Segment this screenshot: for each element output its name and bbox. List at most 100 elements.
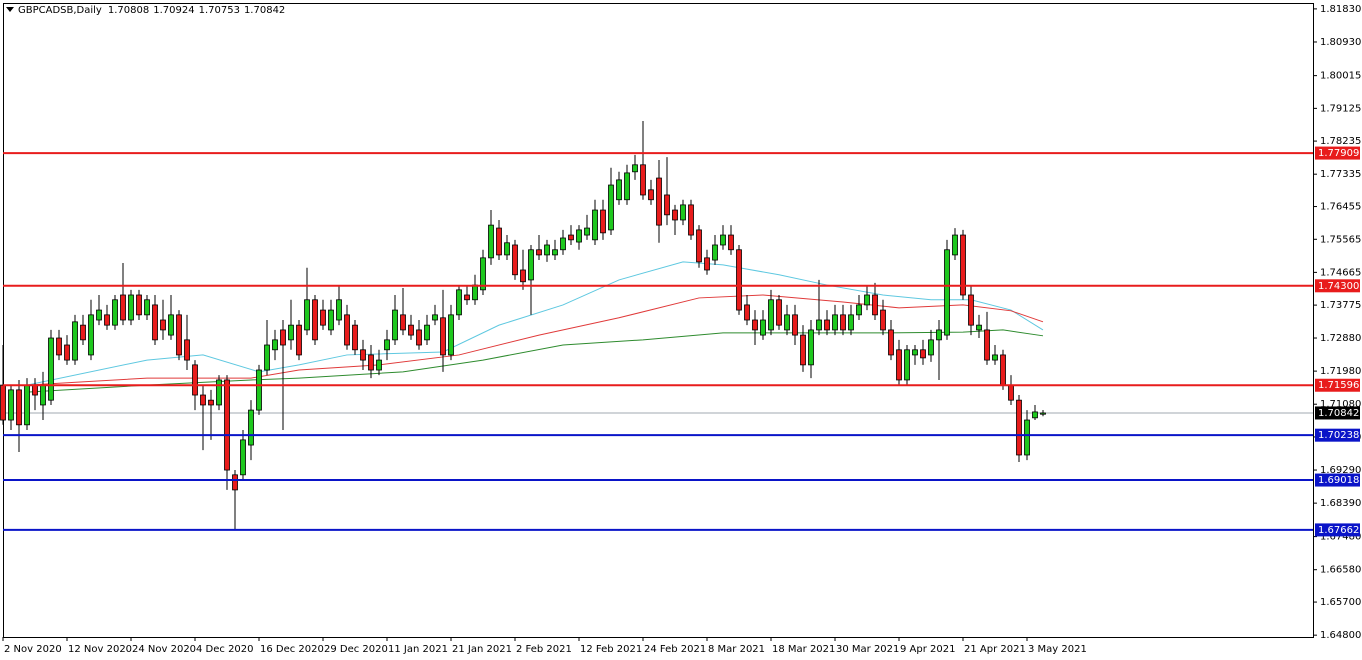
candle-body [392,309,398,341]
candle-body [632,164,638,173]
candle-body [152,304,158,341]
candle-body [136,294,142,316]
x-tick-label: 21 Jan 2021 [452,644,512,655]
candle-body [848,314,854,331]
candle-body [720,234,726,246]
candle-body [240,439,246,476]
y-tick-label: 1.71080 [1320,399,1361,410]
x-tick-label: 3 May 2021 [1028,644,1087,655]
candle-body [24,384,30,426]
candle-body [248,409,254,446]
x-tick-label: 11 Jan 2021 [388,644,448,655]
candle-body [344,314,350,346]
candle-body [208,399,214,406]
candle-body [696,229,702,263]
candle-body [744,304,750,321]
candle-body [760,319,766,336]
candle-body [768,299,774,331]
candle-body [232,474,238,491]
candle-body [984,329,990,361]
candle-body [72,321,78,361]
candle-body [928,339,934,356]
candle-body [904,349,910,381]
x-tick-label: 4 Dec 2020 [196,644,254,655]
candle-body [256,369,262,411]
candle-body [832,314,838,331]
candle-body [800,334,806,366]
candle-body [576,229,582,243]
candle-body [736,249,742,311]
candle-body [176,314,182,356]
candle-body [952,234,958,256]
last-price-label: 1.70842 [1318,408,1359,419]
menu-arrow [6,7,14,12]
candle-body [584,227,590,236]
candle-body [360,349,366,361]
candle-body [672,209,678,221]
candle-body [56,337,62,356]
candle-body [704,257,710,271]
candle-body [1016,399,1022,456]
level-label-bg [1315,523,1360,537]
y-tick-label: 1.80930 [1320,37,1361,48]
level-label: 1.71596 [1318,380,1359,391]
y-tick-label: 1.80015 [1320,71,1361,82]
x-tick-label: 8 Mar 2021 [708,644,765,655]
candle-body [880,309,886,331]
x-tick-label: 12 Feb 2021 [580,644,642,655]
candle-body [1040,412,1046,415]
candle-body [440,317,446,356]
candle-body [944,249,950,336]
candle-body [200,394,206,406]
plot-frame [3,3,1314,638]
x-tick-label: 24 Feb 2021 [644,644,706,655]
y-tick-label: 1.79125 [1320,103,1361,114]
last-price-label-bg [1315,406,1360,420]
candle-body [168,314,174,336]
moving-average [26,294,1044,386]
candle-body [1032,411,1038,419]
candle-body [896,349,902,381]
candle-body [960,234,966,296]
candle-body [840,314,846,331]
candle-body [520,269,526,283]
candle-body [592,209,598,241]
candle-body [472,284,478,301]
candle-body [608,184,614,231]
candle-body [808,329,814,366]
candle-body [496,227,502,256]
candle-body [552,249,558,256]
candle-body [824,319,830,331]
level-label-bg [1315,279,1360,293]
candle-body [296,324,302,356]
candle-body [160,319,166,331]
y-tick-label: 1.72880 [1320,333,1361,344]
y-tick-label: 1.74665 [1320,267,1361,278]
candle-body [464,294,470,301]
candle-body [728,234,734,251]
level-label-bg [1315,473,1360,487]
candle-body [128,294,134,321]
candle-body [1008,384,1014,401]
candle-body [568,234,574,241]
x-tick-label: 18 Mar 2021 [772,644,835,655]
candle-body [8,389,14,421]
level-label: 1.69018 [1318,475,1359,486]
candle-body [400,314,406,331]
candle-body [336,299,342,321]
header-close: 1.70842 [244,5,285,16]
candle-body [112,299,118,326]
candle-body [456,289,462,316]
candle-body [936,329,942,341]
candle-body [384,339,390,351]
candle-body [888,329,894,356]
candle-body [664,194,670,216]
candle-body [488,224,494,259]
x-tick-label: 16 Dec 2020 [260,644,324,655]
level-label-bg [1315,428,1360,442]
candle-body [216,379,222,406]
candle-body [192,364,198,396]
level-label-bg [1315,378,1360,392]
x-tick-label: 24 Nov 2020 [132,644,196,655]
candle-body [616,179,622,201]
